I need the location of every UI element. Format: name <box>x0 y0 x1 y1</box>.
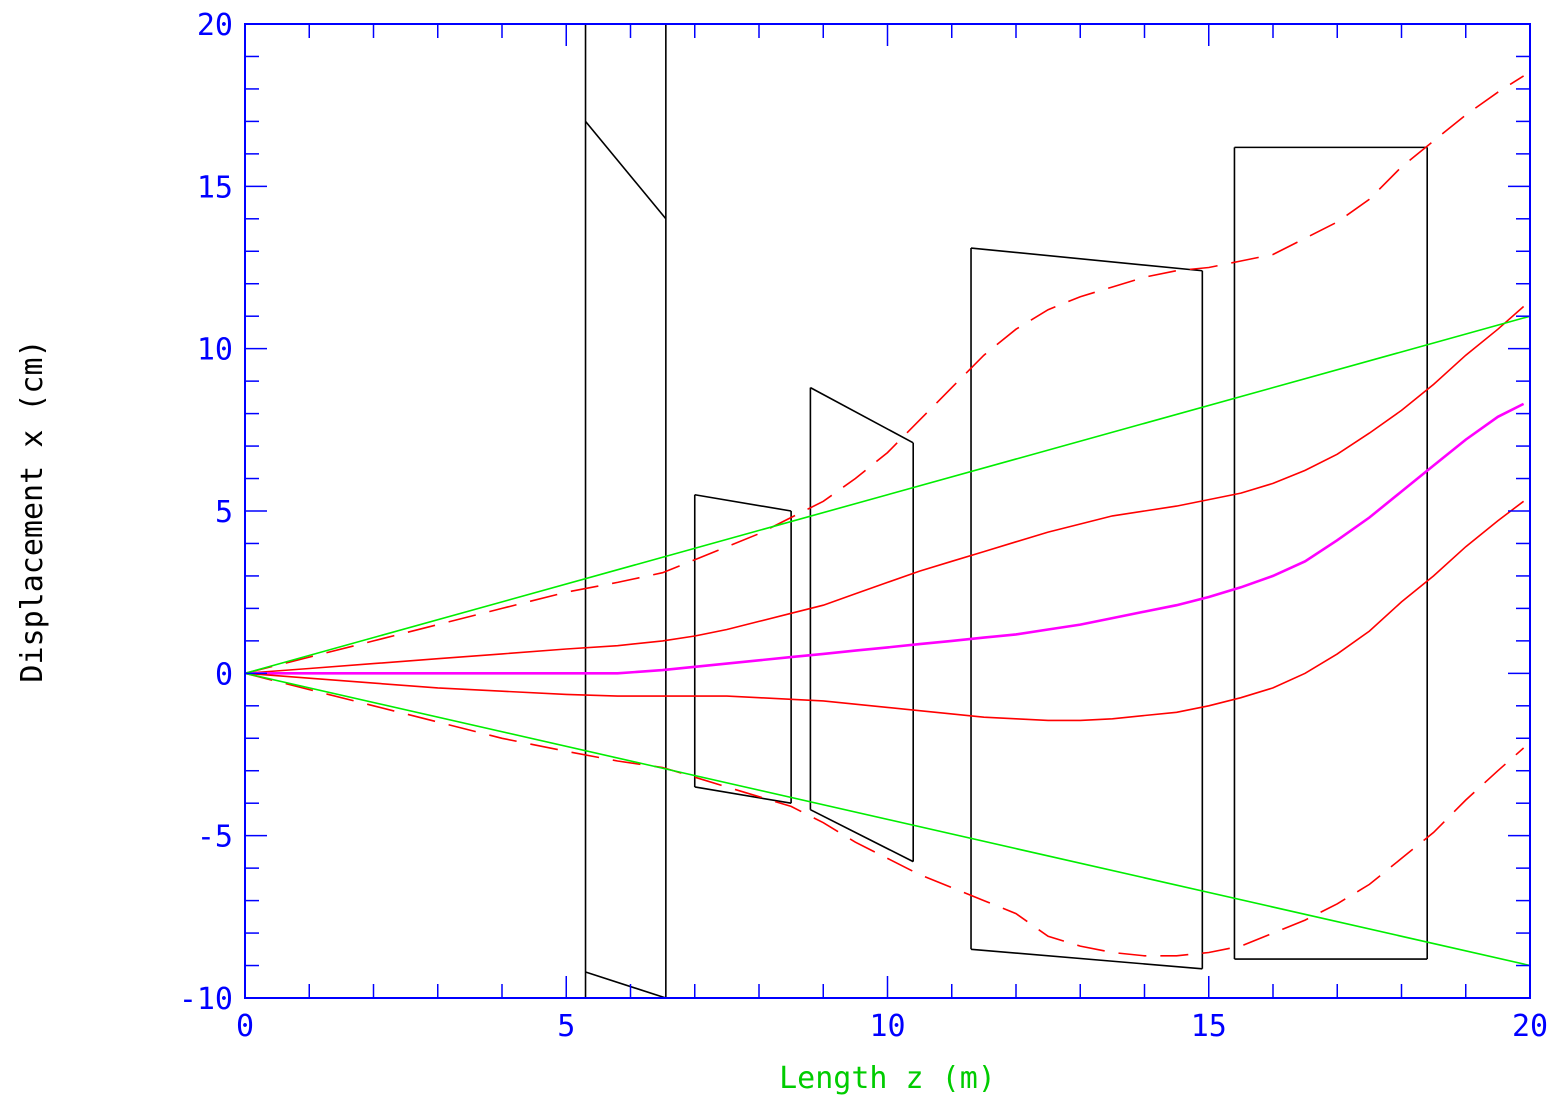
aperture-top-edge <box>970 247 1203 272</box>
trajectory-red-ray-2 <box>244 305 1525 675</box>
x-tick-label: 15 <box>1191 1009 1227 1044</box>
trajectory-red-envelope-1 <box>244 672 1525 957</box>
aperture-top-edge <box>810 386 914 444</box>
x-tick-label: 10 <box>869 1009 905 1044</box>
trajectory-lines <box>244 75 1531 967</box>
aperture-outlines <box>584 24 1428 999</box>
y-tick-label: 20 <box>197 8 233 43</box>
x-tick-label: 20 <box>1512 1009 1548 1044</box>
aperture-bottom-edge <box>810 808 914 863</box>
aperture-bottom-edge <box>970 948 1203 970</box>
aperture-top-edge <box>584 120 667 220</box>
y-tick-label: -10 <box>179 982 233 1017</box>
x-tick-label: 0 <box>236 1009 254 1044</box>
y-tick-label: 5 <box>215 495 233 530</box>
trajectory-red-envelope-0 <box>244 75 1525 675</box>
aperture-bottom-edge <box>694 786 792 804</box>
x-axis-title: Length z (m) <box>779 1061 996 1096</box>
y-tick-label: 0 <box>215 657 233 692</box>
trajectory-red-ray-4 <box>244 500 1525 722</box>
plot-frame <box>244 23 1531 999</box>
aperture-bottom-edge <box>585 971 667 999</box>
aperture-top-edge <box>694 493 792 512</box>
tick-labels: 0 5 10 15 20 -10 -5 0 5 10 15 20 <box>179 8 1548 1044</box>
trajectory-green-ray-6 <box>244 672 1531 967</box>
trajectory-green-ray-5 <box>244 315 1531 675</box>
y-axis-title: Displacement x (cm) <box>15 339 50 682</box>
axis-ticks <box>244 23 1531 999</box>
trajectory-magenta-ray-3 <box>245 402 1525 675</box>
y-tick-label: -5 <box>197 820 233 855</box>
x-tick-label: 5 <box>557 1009 575 1044</box>
y-tick-label: 10 <box>197 333 233 368</box>
y-tick-label: 15 <box>197 170 233 205</box>
